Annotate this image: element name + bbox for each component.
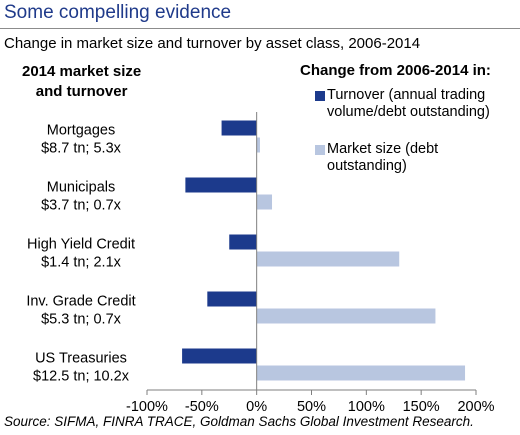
source-note: Source: SIFMA, FINRA TRACE, Goldman Sach…: [4, 414, 474, 429]
category-detail-label: $1.4 tn; 2.1x: [41, 255, 122, 271]
category-detail-label: $3.7 tn; 0.7x: [41, 198, 122, 214]
bar-turnover: [182, 348, 257, 364]
legend-swatch-turnover: [315, 91, 325, 101]
x-tick-label: -100%: [126, 399, 168, 415]
category-detail-label: $12.5 tn; 10.2x: [33, 369, 130, 385]
category-label: US Treasuries: [35, 351, 127, 367]
chart-subtitle: Change in market size and turnover by as…: [4, 35, 421, 52]
x-tick-label: 0%: [246, 399, 267, 415]
bar-market-size: [256, 137, 260, 153]
legend-label-turnover: Turnover (annual trading volume/debt out…: [327, 87, 490, 120]
x-tick-label: 50%: [297, 399, 326, 415]
bar-market-size: [256, 308, 436, 324]
category-label: Mortgages: [47, 123, 116, 139]
x-tick-label: 150%: [403, 399, 440, 415]
category-label: Municipals: [47, 180, 116, 196]
category-heading: 2014 market size and turnover: [22, 62, 141, 102]
legend-heading: Change from 2006-2014 in:: [300, 62, 491, 79]
x-tick-label: 100%: [348, 399, 385, 415]
chart-title: Some compelling evidence: [4, 2, 232, 23]
title-divider: [0, 28, 520, 29]
legend-label-market-size: Market size (debt outstanding): [327, 141, 439, 174]
bar-turnover: [221, 120, 257, 136]
bar-turnover: [185, 177, 257, 193]
legend-item-market-size: Market size (debt outstanding): [315, 141, 487, 175]
category-heading-line2: and turnover: [35, 83, 128, 100]
category-detail-label: $5.3 tn; 0.7x: [41, 312, 122, 328]
category-detail-label: $8.7 tn; 5.3x: [41, 141, 122, 157]
x-tick-label: -50%: [185, 399, 219, 415]
bar-market-size: [256, 194, 273, 210]
bar-turnover: [229, 234, 257, 250]
bar-market-size: [256, 251, 400, 267]
category-label: Inv. Grade Credit: [26, 294, 135, 310]
bar-market-size: [256, 365, 466, 381]
bar-turnover: [207, 291, 257, 307]
category-label: High Yield Credit: [27, 237, 135, 253]
category-heading-line1: 2014 market size: [22, 63, 142, 80]
legend-item-turnover: Turnover (annual trading volume/debt out…: [315, 87, 512, 121]
x-tick-label: 200%: [457, 399, 494, 415]
legend-swatch-market-size: [315, 145, 325, 155]
